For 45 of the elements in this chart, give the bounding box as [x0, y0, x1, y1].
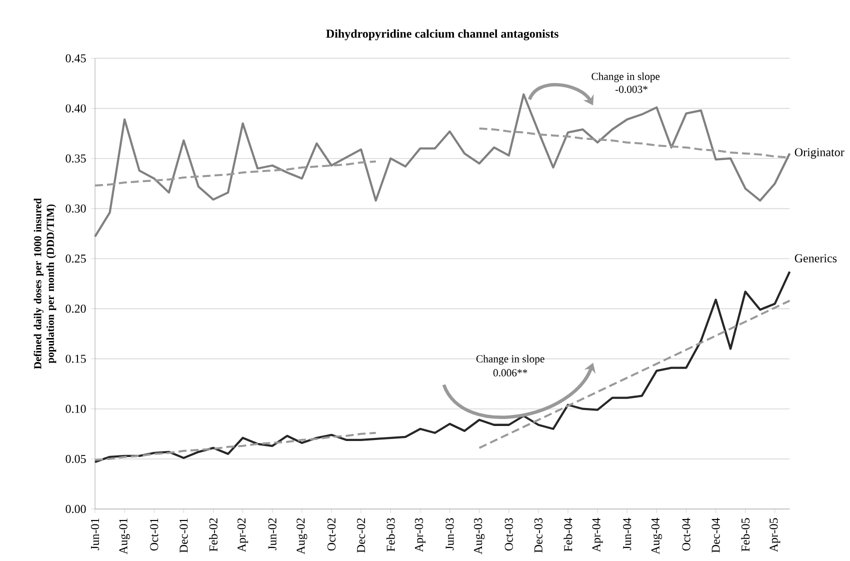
y-tick-label: 0.25	[66, 254, 86, 263]
annotation: Change in slope	[476, 354, 544, 365]
series-label: Originator	[794, 148, 844, 159]
annotation: Change in slope	[592, 72, 660, 82]
y-axis-title: Defined daily doses per 1000 insured population per month (DDD/TIM)	[34, 198, 56, 370]
x-tick-label: Feb-04	[564, 518, 572, 552]
x-tick-label: Feb-03	[386, 518, 395, 552]
x-tick-label: Oct-04	[682, 518, 690, 551]
series-label: Generics	[794, 254, 837, 262]
y-tick-label: 0.30	[66, 204, 86, 213]
x-tick-label: Oct-01	[150, 518, 158, 551]
y-tick-label: 0.40	[66, 104, 86, 112]
x-tick-label: Oct-02	[327, 518, 336, 551]
y-tick-label: 0.35	[66, 154, 86, 163]
x-tick-label: Jun-03	[446, 518, 454, 550]
x-tick-label: Aug-04	[651, 518, 662, 554]
x-tick-label: Jun-01	[90, 518, 100, 550]
x-tick-label: Dec-01	[180, 518, 188, 553]
x-tick-label: Aug-02	[296, 518, 308, 554]
y-tick-label: 0.45	[66, 54, 86, 62]
x-tick-label: Aug-01	[119, 518, 130, 554]
line-series	[94, 93, 791, 238]
x-tick-label: Apr-04	[592, 518, 603, 552]
y-tick-label: 0.15	[66, 354, 86, 363]
y-tick-label: 0.10	[66, 404, 86, 413]
x-tick-label: Oct-03	[504, 518, 513, 551]
y-tick-label: 0.00	[66, 504, 86, 514]
x-tick-label: Apr-05	[770, 518, 780, 552]
x-tick-label: Jun-02	[268, 518, 276, 550]
line-series	[94, 270, 791, 463]
line-series	[94, 432, 377, 461]
x-tick-label: Dec-04	[712, 518, 720, 553]
x-tick-label: Apr-03	[414, 518, 426, 552]
y-tick-label: 0.05	[66, 454, 86, 463]
x-tick-label: Dec-02	[356, 518, 366, 553]
y-tick-label: 0.20	[66, 304, 86, 313]
x-tick-label: Feb-02	[209, 518, 218, 552]
x-tick-label: Dec-03	[534, 518, 542, 553]
x-tick-label: Jun-04	[623, 518, 632, 550]
x-tick-label: Aug-03	[474, 518, 485, 554]
chart-title: Dihydropyridine calcium channel antagonists	[326, 29, 558, 40]
annotation: 0.006**	[493, 369, 528, 376]
x-tick-label: Feb-05	[741, 518, 750, 552]
x-tick-label: Apr-02	[238, 518, 248, 552]
annotation: -0.003*	[615, 86, 648, 93]
